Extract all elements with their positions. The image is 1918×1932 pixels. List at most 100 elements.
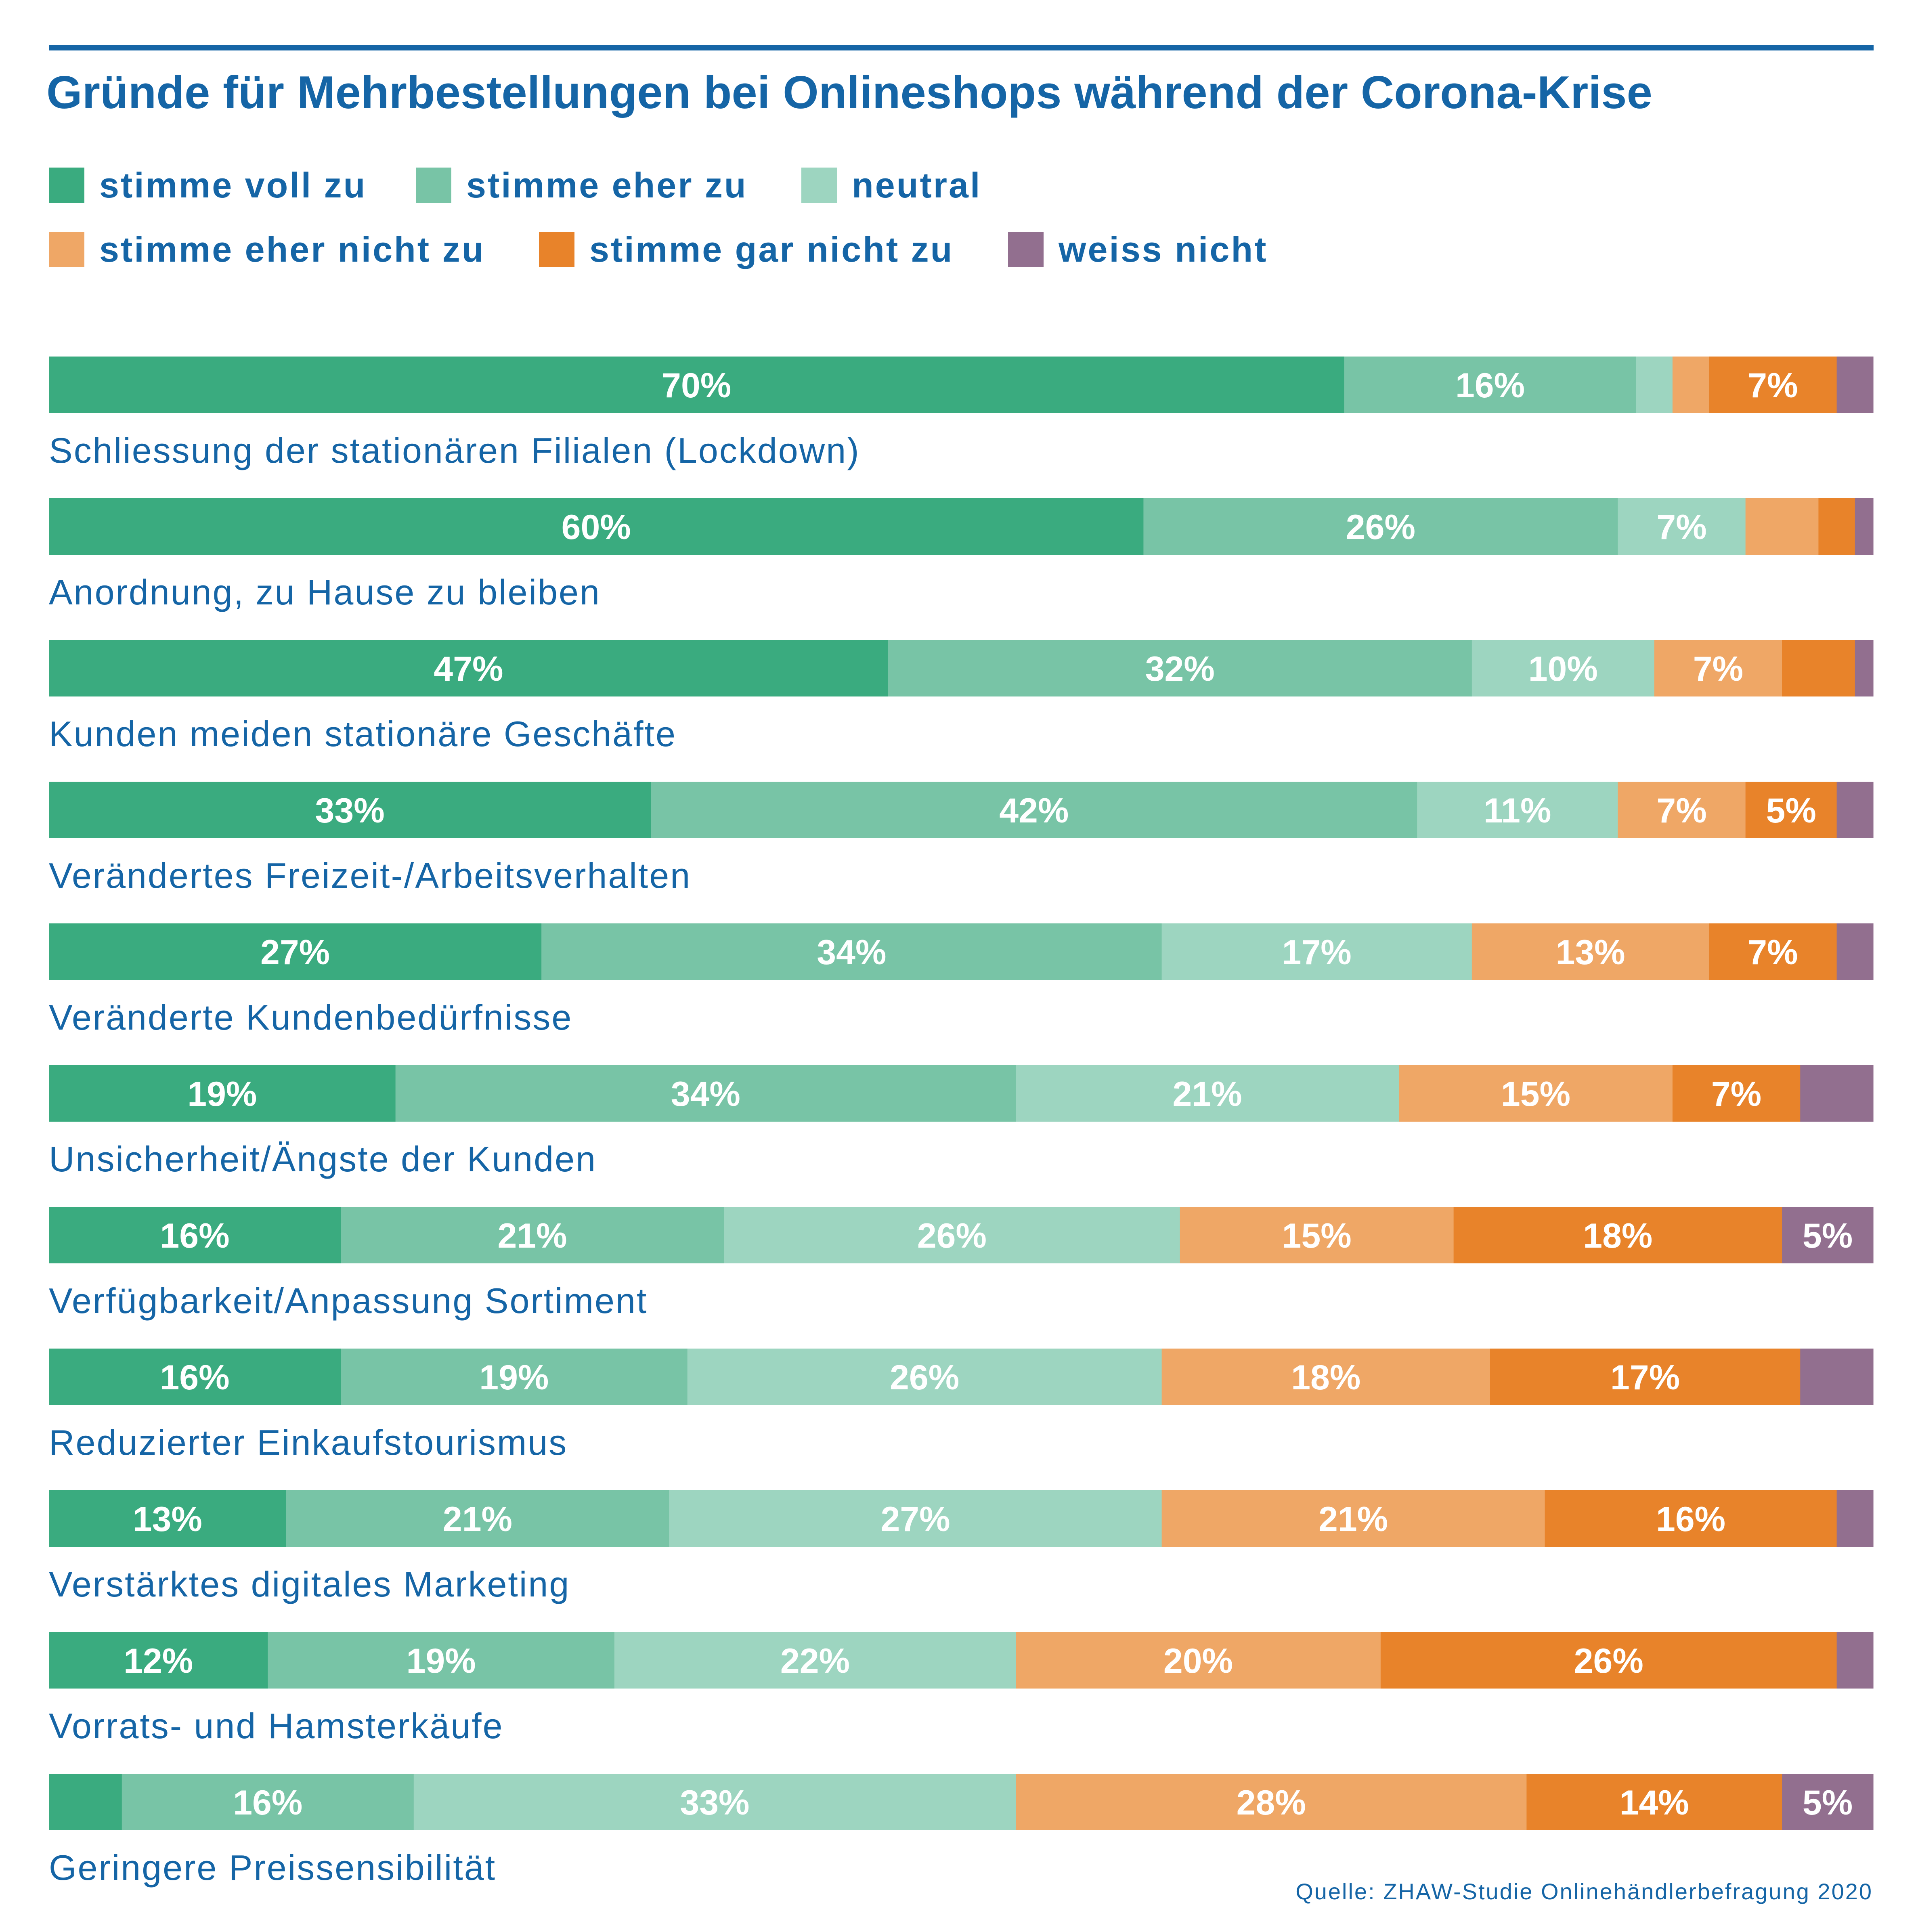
legend-swatch bbox=[801, 168, 837, 203]
bar-segment bbox=[1782, 640, 1855, 696]
bar-segment bbox=[341, 1349, 688, 1405]
data-label: 27% bbox=[260, 933, 330, 972]
bar-segment bbox=[1161, 1490, 1545, 1547]
data-label: 28% bbox=[1237, 1783, 1306, 1822]
category-label: Unsicherheit/Ängste der Kunden bbox=[49, 1139, 597, 1179]
data-label: 10% bbox=[1528, 650, 1598, 688]
bar-segment bbox=[1016, 1632, 1381, 1689]
bar-segment bbox=[1380, 1632, 1837, 1689]
data-label: 33% bbox=[315, 791, 385, 830]
bar-segment bbox=[1836, 1632, 1874, 1689]
data-label: 16% bbox=[1455, 366, 1525, 405]
data-label: 19% bbox=[187, 1075, 257, 1114]
source-note: Quelle: ZHAW-Studie Onlinehändlerbefragu… bbox=[1295, 1879, 1873, 1904]
bar-segment bbox=[49, 1207, 341, 1263]
bar-segment bbox=[651, 782, 1417, 838]
bar-segment bbox=[1016, 1774, 1527, 1830]
bar-segment bbox=[1526, 1774, 1782, 1830]
legend-swatch bbox=[416, 168, 451, 203]
category-label: Anordnung, zu Hause zu bleiben bbox=[49, 572, 601, 612]
data-label: 7% bbox=[1748, 366, 1798, 405]
data-label: 27% bbox=[880, 1500, 950, 1539]
data-label: 26% bbox=[1346, 508, 1415, 547]
bar-segment bbox=[1836, 1490, 1874, 1547]
data-label: 60% bbox=[562, 508, 631, 547]
bar-segment bbox=[1161, 923, 1472, 980]
bar-segment bbox=[1618, 498, 1746, 555]
data-label: 21% bbox=[497, 1217, 567, 1255]
category-label: Kunden meiden stationäre Geschäfte bbox=[49, 714, 677, 754]
bar-segment bbox=[1161, 1349, 1490, 1405]
bar-segment bbox=[1344, 357, 1637, 413]
bar-row: 16% 19% 26% 18% 17% Reduzierter Einkaufstouri… bbox=[49, 1349, 1874, 1462]
data-label: 21% bbox=[1172, 1075, 1242, 1114]
data-label: 16% bbox=[160, 1358, 229, 1397]
data-label: 26% bbox=[917, 1217, 987, 1255]
bar-segment bbox=[49, 1774, 122, 1830]
bar-segment bbox=[1453, 1207, 1782, 1263]
legend-label: stimme gar nicht zu bbox=[589, 229, 954, 269]
category-label: Schliessung der stationären Filialen (Lo… bbox=[49, 430, 860, 470]
bar-segment bbox=[541, 923, 1162, 980]
category-label: Reduzierter Einkaufstourismus bbox=[49, 1422, 568, 1462]
bar-segment bbox=[888, 640, 1472, 696]
bar-segment bbox=[1654, 640, 1782, 696]
bar-segment bbox=[1399, 1065, 1673, 1122]
data-label: 5% bbox=[1803, 1783, 1853, 1822]
data-label: 34% bbox=[817, 933, 886, 972]
data-label: 32% bbox=[1145, 650, 1215, 688]
data-label: 26% bbox=[890, 1358, 959, 1397]
data-label: 5% bbox=[1766, 791, 1816, 830]
category-label: Verstärktes digitales Marketing bbox=[49, 1564, 570, 1604]
bar-segment bbox=[1800, 1065, 1874, 1122]
bar-segment bbox=[1180, 1207, 1454, 1263]
chart-title: Gründe für Mehrbestellungen bei Onlinesh… bbox=[46, 67, 1652, 118]
bar-row: 12% 19% 22% 20% 26% Vorrats- und Hamsterkäufe bbox=[49, 1632, 1874, 1746]
data-label: 21% bbox=[1318, 1500, 1388, 1539]
data-label: 18% bbox=[1583, 1217, 1652, 1255]
data-label: 18% bbox=[1291, 1358, 1360, 1397]
bar-segment bbox=[49, 640, 889, 696]
legend-label: stimme eher nicht zu bbox=[99, 229, 485, 269]
data-label: 26% bbox=[1574, 1642, 1643, 1680]
bar-segment bbox=[49, 1632, 268, 1689]
bar-segment bbox=[1836, 782, 1874, 838]
bar-segment bbox=[1709, 923, 1837, 980]
data-label: 34% bbox=[671, 1075, 740, 1114]
legend-label: neutral bbox=[852, 165, 982, 205]
bar-segment bbox=[669, 1490, 1162, 1547]
bar-segment bbox=[1672, 357, 1709, 413]
bar-segment bbox=[1836, 357, 1874, 413]
bar-row: 33% 42% 11% 7% 5% Verändertes Freizeit-/Arbei… bbox=[49, 782, 1874, 896]
data-label: 15% bbox=[1282, 1217, 1352, 1255]
data-label: 16% bbox=[1656, 1500, 1725, 1539]
bar-segment bbox=[49, 357, 1345, 413]
bar-row: 19% 34% 21% 15% 7% Unsicherheit/Ängste der Ku… bbox=[49, 1065, 1874, 1179]
bar-segment bbox=[1836, 923, 1874, 980]
data-label: 70% bbox=[662, 366, 731, 405]
bar-segment bbox=[1855, 640, 1874, 696]
bar-segment bbox=[1016, 1065, 1399, 1122]
data-label: 17% bbox=[1610, 1358, 1680, 1397]
data-label: 12% bbox=[124, 1642, 193, 1680]
data-label: 7% bbox=[1693, 650, 1743, 688]
bar-segment bbox=[1417, 782, 1618, 838]
bar-segment bbox=[1818, 498, 1855, 555]
bar-segment bbox=[1782, 1774, 1874, 1830]
bar-segment bbox=[49, 1349, 341, 1405]
data-label: 7% bbox=[1711, 1075, 1761, 1114]
data-label: 19% bbox=[479, 1358, 549, 1397]
bar-segment bbox=[413, 1774, 1016, 1830]
category-label: Vorrats- und Hamsterkäufe bbox=[49, 1706, 504, 1746]
bar-row: 16% 33% 28% 14% 5% Geringere Preissensibilitä… bbox=[49, 1774, 1874, 1888]
category-label: Veränderte Kundenbedürfnisse bbox=[49, 997, 572, 1037]
bar-segment bbox=[724, 1207, 1180, 1263]
bar-segment bbox=[1618, 782, 1746, 838]
bar-row: 27% 34% 17% 13% 7% Veränderte Kundenbedürfnis… bbox=[49, 923, 1874, 1037]
bar-segment bbox=[49, 1065, 396, 1122]
data-label: 15% bbox=[1501, 1075, 1570, 1114]
bar-segment bbox=[341, 1207, 724, 1263]
data-label: 13% bbox=[133, 1500, 202, 1539]
top-rule bbox=[49, 45, 1874, 50]
